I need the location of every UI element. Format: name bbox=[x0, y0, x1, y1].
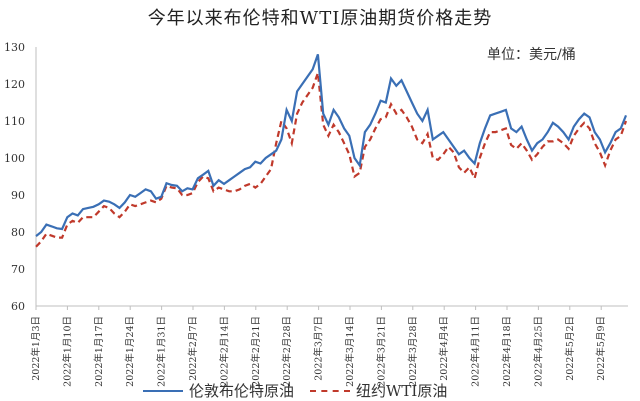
x-tick-label: 2022年2月14日 bbox=[218, 316, 230, 387]
y-tick-label: 80 bbox=[11, 226, 25, 239]
x-tick-label: 2022年3月14日 bbox=[344, 316, 356, 387]
unit-label: 单位：美元/桶 bbox=[487, 47, 576, 63]
y-tick-label: 70 bbox=[11, 263, 25, 276]
legend: 伦敦布伦特原油 纽约WTI原油 bbox=[0, 380, 640, 400]
x-tick-label: 2022年2月21日 bbox=[250, 316, 262, 387]
x-tick-label: 2022年4月18日 bbox=[501, 316, 513, 387]
y-tick-label: 90 bbox=[11, 189, 25, 202]
brent-series-line bbox=[35, 54, 628, 237]
y-tick-label: 60 bbox=[11, 300, 25, 313]
x-tick-label: 2022年5月9日 bbox=[595, 316, 607, 381]
y-tick-label: 120 bbox=[4, 78, 25, 91]
y-axis-ticks: 60 70 80 90 100 110 120 130 bbox=[4, 41, 25, 313]
x-tick-label: 2022年5月2日 bbox=[564, 316, 576, 381]
x-tick-label: 2022年2月7日 bbox=[187, 316, 199, 381]
legend-label-brent: 伦敦布伦特原油 bbox=[189, 382, 295, 400]
x-tick-label: 2022年4月4日 bbox=[438, 316, 450, 381]
legend-item-brent[interactable]: 伦敦布伦特原油 bbox=[143, 380, 294, 401]
x-tick-label: 2022年3月21日 bbox=[375, 316, 387, 387]
legend-label-wti: 纽约WTI原油 bbox=[356, 382, 448, 400]
x-tick-label: 2022年1月24日 bbox=[124, 316, 136, 387]
x-tick-label: 2022年1月3日 bbox=[30, 316, 42, 381]
y-tick-label: 130 bbox=[4, 41, 25, 54]
solid-line-swatch-icon bbox=[143, 389, 183, 392]
wti-series-line bbox=[35, 72, 628, 248]
x-tick-label: 2022年3月7日 bbox=[313, 316, 325, 381]
y-tick-label: 100 bbox=[4, 152, 25, 165]
axes bbox=[35, 47, 628, 307]
x-tick-label: 2022年1月31日 bbox=[156, 316, 168, 387]
x-tick-label: 2022年4月11日 bbox=[470, 316, 482, 387]
x-tick-label: 2022年4月25日 bbox=[532, 316, 544, 387]
x-tick-label: 2022年1月17日 bbox=[93, 316, 105, 387]
chart-title: 今年以来布伦特和WTI原油期货价格走势 bbox=[147, 8, 493, 29]
x-tick-label: 2022年2月28日 bbox=[281, 316, 293, 387]
x-tick-label: 2022年3月28日 bbox=[407, 316, 419, 387]
x-axis-ticks: 2022年1月3日 2022年1月10日 2022年1月17日 2022年1月24日 2… bbox=[30, 306, 607, 387]
x-tick-label: 2022年1月10日 bbox=[61, 316, 73, 387]
y-tick-label: 110 bbox=[4, 115, 25, 128]
legend-item-wti[interactable]: 纽约WTI原油 bbox=[310, 380, 447, 401]
dashed-line-swatch-icon bbox=[310, 389, 350, 392]
